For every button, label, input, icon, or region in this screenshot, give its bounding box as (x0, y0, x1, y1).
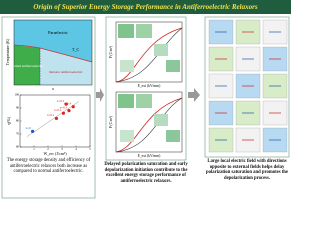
data-point (64, 102, 68, 106)
data-point (54, 116, 59, 120)
point-label: x=0.5 (57, 99, 65, 103)
x-tick-label: 3 (61, 147, 63, 151)
plot-frame (19, 94, 91, 148)
data-point (61, 111, 65, 115)
scatter-plot: 60 70 80 90 100 1 2 3 4 5 x=0 x=0.1x=0.2x=0.3x=0.4x… (6, 93, 91, 156)
domain-map (166, 60, 180, 72)
tc-label: T_C (72, 47, 79, 52)
graphical-abstract: Origin of Superior Energy Storage Perfor… (0, 0, 291, 199)
title-bar (0, 0, 291, 14)
y-tick-label: 100 (15, 93, 20, 97)
domain-map (154, 44, 168, 56)
point-label: x=0.4 (64, 101, 72, 105)
panel-text: The energy storage density and efficienc… (6, 158, 91, 175)
loop-plot (115, 91, 183, 153)
arrow (96, 88, 104, 102)
point-label: x=0 (26, 126, 31, 130)
x-tick-label: 5 (89, 147, 91, 151)
field-map (235, 127, 261, 153)
region-label: Paraelectric (48, 30, 68, 35)
axis-label: E_ext (kV/mm) (138, 84, 161, 88)
domain-map (120, 60, 134, 72)
axis-label: W_rec (J/cm³) (43, 151, 67, 156)
y-tick-label: 60 (16, 145, 20, 149)
domain-map (118, 24, 134, 38)
field-map (262, 73, 288, 99)
x-tick-label: 1 (33, 147, 35, 151)
axis-label: E_ext (kV/mm) (138, 154, 161, 158)
normal-afe-region (14, 45, 40, 85)
region-label: Normal antiferroelectric (11, 64, 44, 68)
domain-map (136, 24, 152, 38)
loop-curve (115, 97, 183, 153)
middle-panel (105, 16, 187, 161)
axis-label: η(%) (6, 116, 11, 125)
domain-map (154, 114, 168, 126)
panel-text: Large local electric field with directio… (206, 159, 288, 181)
data-point (71, 105, 75, 109)
arrow (188, 88, 200, 102)
axis-label: P (C/m²) (109, 115, 113, 128)
loop-plot (115, 21, 183, 83)
paraelectric-region (14, 20, 92, 62)
phase-boundary (13, 44, 93, 63)
x-tick-label: 4 (75, 147, 77, 151)
title: Origin of Superior Energy Storage Perfor… (33, 3, 257, 11)
domain-map (120, 130, 134, 142)
domain-map (166, 130, 180, 142)
panel-text: Delayed polarization saturation and earl… (104, 162, 188, 184)
relaxor-region (40, 48, 92, 85)
loop-curve (115, 97, 183, 153)
point-label: x=0.1 (47, 113, 55, 117)
loop-curve (115, 27, 183, 83)
left-panel (1, 16, 96, 199)
domain-map (118, 94, 134, 108)
axis-label: x (51, 86, 54, 91)
data-point (30, 129, 35, 133)
domain-map (136, 94, 152, 108)
region-label: Relaxor antiferroelectric (49, 70, 83, 74)
data-point (67, 109, 71, 113)
field-maps (208, 19, 288, 153)
right-panel (204, 16, 290, 158)
y-tick-label: 90 (16, 106, 20, 110)
point-label: x=0.3 (60, 105, 68, 109)
axis-label: Temperature (K) (5, 38, 10, 65)
y-tick-label: 80 (16, 119, 20, 123)
loop-curve (115, 27, 183, 83)
axis-label: P (C/m²) (109, 45, 113, 58)
y-tick-label: 70 (16, 132, 20, 136)
plot-frame (13, 19, 93, 86)
point-label: x=0.2 (54, 108, 62, 112)
trend-line (26, 101, 79, 137)
x-tick-label: 2 (47, 147, 49, 151)
page: Origin of Superior Energy Storage Perfor… (0, 0, 291, 200)
